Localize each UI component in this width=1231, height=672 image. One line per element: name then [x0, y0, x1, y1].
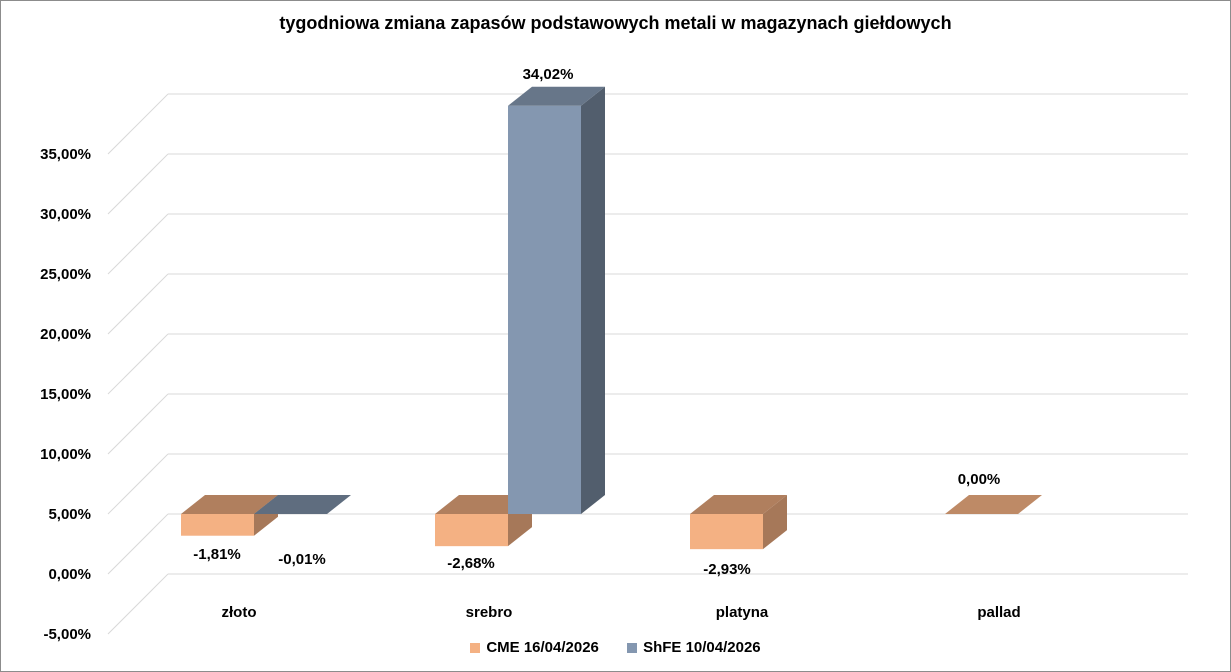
legend-swatch-shfe	[627, 642, 638, 653]
gridline-depth	[107, 273, 169, 335]
bar-shfe-1-top	[508, 86, 605, 106]
bar-cme-3	[945, 495, 1042, 514]
gridline-depth	[107, 333, 169, 395]
y-tick-label: 0,00%	[48, 566, 91, 583]
y-tick-label: 35,00%	[40, 146, 91, 163]
y-tick-label: 15,00%	[40, 386, 91, 403]
data-label: 34,02%	[523, 66, 574, 83]
bar-cme-1-top	[435, 495, 532, 514]
legend-item-cme: CME 16/04/2026	[470, 639, 599, 656]
bar-shfe-0	[254, 495, 351, 514]
bar-cme-2-top	[690, 495, 787, 514]
y-tick-label: 25,00%	[40, 266, 91, 283]
bar-cme-0-top	[181, 495, 278, 514]
gridline-depth	[107, 453, 169, 515]
bar-cme-2-front	[690, 514, 763, 550]
bar-cme-2-side	[763, 495, 787, 550]
gridline-depth	[107, 213, 169, 275]
bar-cme-1-front	[435, 514, 508, 547]
y-tick-label: 30,00%	[40, 206, 91, 223]
bar-cme-2	[690, 495, 787, 550]
bar-shfe-0-top	[254, 495, 351, 514]
x-tick-label: srebro	[466, 604, 513, 621]
x-tick-label: platyna	[716, 604, 769, 621]
y-tick-label: 10,00%	[40, 446, 91, 463]
bar-cme-3-top	[945, 495, 1042, 514]
legend-label-shfe: ShFE 10/04/2026	[643, 639, 761, 656]
data-label: -1,81%	[193, 546, 241, 563]
bar-shfe-1-side	[581, 86, 605, 514]
chart-title: tygodniowa zmiana zapasów podstawowych m…	[279, 13, 952, 33]
x-tick-label: złoto	[222, 604, 257, 621]
gridline-depth	[107, 153, 169, 215]
gridline-depth	[107, 513, 169, 575]
y-tick-label: 5,00%	[48, 506, 91, 523]
data-label: -2,93%	[703, 561, 751, 578]
bar-cme-0-front	[181, 514, 254, 536]
chart-legend: CME 16/04/2026 ShFE 10/04/2026	[0, 639, 1231, 657]
legend-item-shfe: ShFE 10/04/2026	[627, 639, 761, 656]
legend-label-cme: CME 16/04/2026	[486, 639, 599, 656]
y-tick-label: -5,00%	[43, 626, 91, 643]
x-tick-label: pallad	[977, 604, 1020, 621]
gridline-depth	[107, 393, 169, 455]
data-label: -0,01%	[278, 551, 326, 568]
gridline-depth	[107, 93, 169, 155]
y-tick-label: 20,00%	[40, 326, 91, 343]
data-label: 0,00%	[958, 471, 1001, 488]
legend-swatch-cme	[470, 642, 481, 653]
data-label: -2,68%	[447, 555, 495, 572]
bar-shfe-1-front	[508, 105, 581, 514]
bar-shfe-1	[508, 86, 605, 514]
gridline-depth	[107, 573, 169, 635]
bar-cme-0	[181, 495, 278, 536]
